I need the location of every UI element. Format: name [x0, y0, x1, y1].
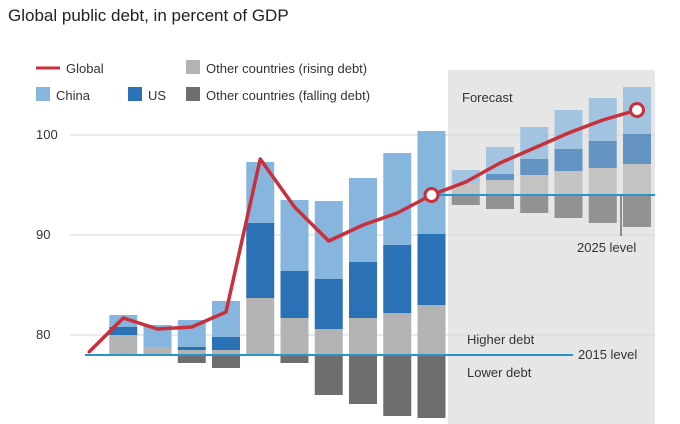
global-point-0 — [88, 351, 91, 354]
global-point-3 — [190, 326, 193, 329]
bar-falling-16 — [623, 195, 651, 227]
debt-chart: Global public debt, in percent of GDP Gl… — [0, 0, 680, 424]
y-tick-80: 80 — [36, 327, 50, 342]
global-point-11 — [464, 181, 467, 184]
bar-china-10 — [418, 131, 446, 234]
bar-falling-4 — [212, 355, 240, 368]
global-point-7 — [327, 240, 330, 243]
bar-us-4 — [212, 337, 240, 350]
global-point-1 — [122, 317, 125, 320]
bar-falling-9 — [383, 355, 411, 416]
global-point-8 — [362, 224, 365, 227]
bar-other-rising-2 — [144, 347, 172, 355]
global-point-15 — [601, 119, 604, 122]
bar-us-8 — [349, 262, 377, 318]
legend-other-rising-label: Other countries (rising debt) — [206, 61, 367, 76]
bar-falling-14 — [555, 195, 583, 218]
bar-other-rising-15 — [589, 168, 617, 195]
legend-us-swatch — [128, 87, 142, 101]
bar-us-12 — [486, 174, 514, 180]
legend-other-falling-label: Other countries (falling debt) — [206, 88, 370, 103]
global-point-14 — [567, 132, 570, 135]
level-2025-label: 2025 level — [577, 240, 636, 255]
bar-other-rising-7 — [315, 329, 343, 355]
global-point-2 — [156, 328, 159, 331]
bar-other-rising-6 — [281, 318, 309, 355]
bar-other-rising-8 — [349, 318, 377, 355]
bar-other-rising-9 — [383, 313, 411, 355]
bar-other-rising-13 — [520, 175, 548, 195]
bar-us-13 — [520, 159, 548, 175]
bar-falling-13 — [520, 195, 548, 213]
legend-global-label: Global — [66, 61, 104, 76]
bar-china-6 — [281, 200, 309, 271]
bar-us-7 — [315, 279, 343, 329]
bar-falling-10 — [418, 355, 446, 418]
global-marker-2025 — [425, 189, 438, 202]
legend-china-swatch — [36, 87, 50, 101]
legend-us-label: US — [148, 88, 166, 103]
bar-other-rising-5 — [246, 298, 274, 355]
bar-us-6 — [281, 271, 309, 318]
global-point-4 — [225, 311, 228, 314]
bar-us-14 — [555, 149, 583, 171]
bar-us-16 — [623, 134, 651, 164]
bar-us-15 — [589, 141, 617, 168]
bar-other-rising-14 — [555, 171, 583, 195]
lower-debt-label: Lower debt — [467, 365, 532, 380]
global-point-9 — [396, 212, 399, 215]
bar-falling-6 — [281, 355, 309, 363]
bar-other-rising-1 — [109, 335, 137, 355]
bar-other-rising-10 — [418, 305, 446, 355]
global-point-6 — [293, 206, 296, 209]
bar-falling-7 — [315, 355, 343, 395]
bar-falling-11 — [452, 195, 480, 205]
level-2015-label: 2015 level — [578, 347, 637, 362]
chart-title: Global public debt, in percent of GDP — [8, 6, 289, 25]
higher-debt-label: Higher debt — [467, 332, 535, 347]
bar-china-9 — [383, 153, 411, 245]
legend-other-falling-swatch — [186, 87, 200, 101]
bar-us-5 — [246, 223, 274, 298]
bar-other-rising-16 — [623, 164, 651, 195]
bar-falling-15 — [589, 195, 617, 223]
global-point-13 — [533, 147, 536, 150]
bar-us-9 — [383, 245, 411, 313]
y-tick-90: 90 — [36, 227, 50, 242]
global-marker-end — [631, 104, 644, 117]
legend-china-label: China — [56, 88, 91, 103]
global-point-12 — [499, 162, 502, 165]
legend-other-rising-swatch — [186, 60, 200, 74]
y-tick-100: 100 — [36, 127, 58, 142]
bar-us-10 — [418, 234, 446, 305]
bar-us-3 — [178, 347, 206, 350]
bar-falling-12 — [486, 195, 514, 209]
bar-other-rising-12 — [486, 180, 514, 195]
global-point-5 — [259, 158, 262, 161]
bar-falling-3 — [178, 355, 206, 363]
forecast-label: Forecast — [462, 90, 513, 105]
bar-falling-8 — [349, 355, 377, 404]
